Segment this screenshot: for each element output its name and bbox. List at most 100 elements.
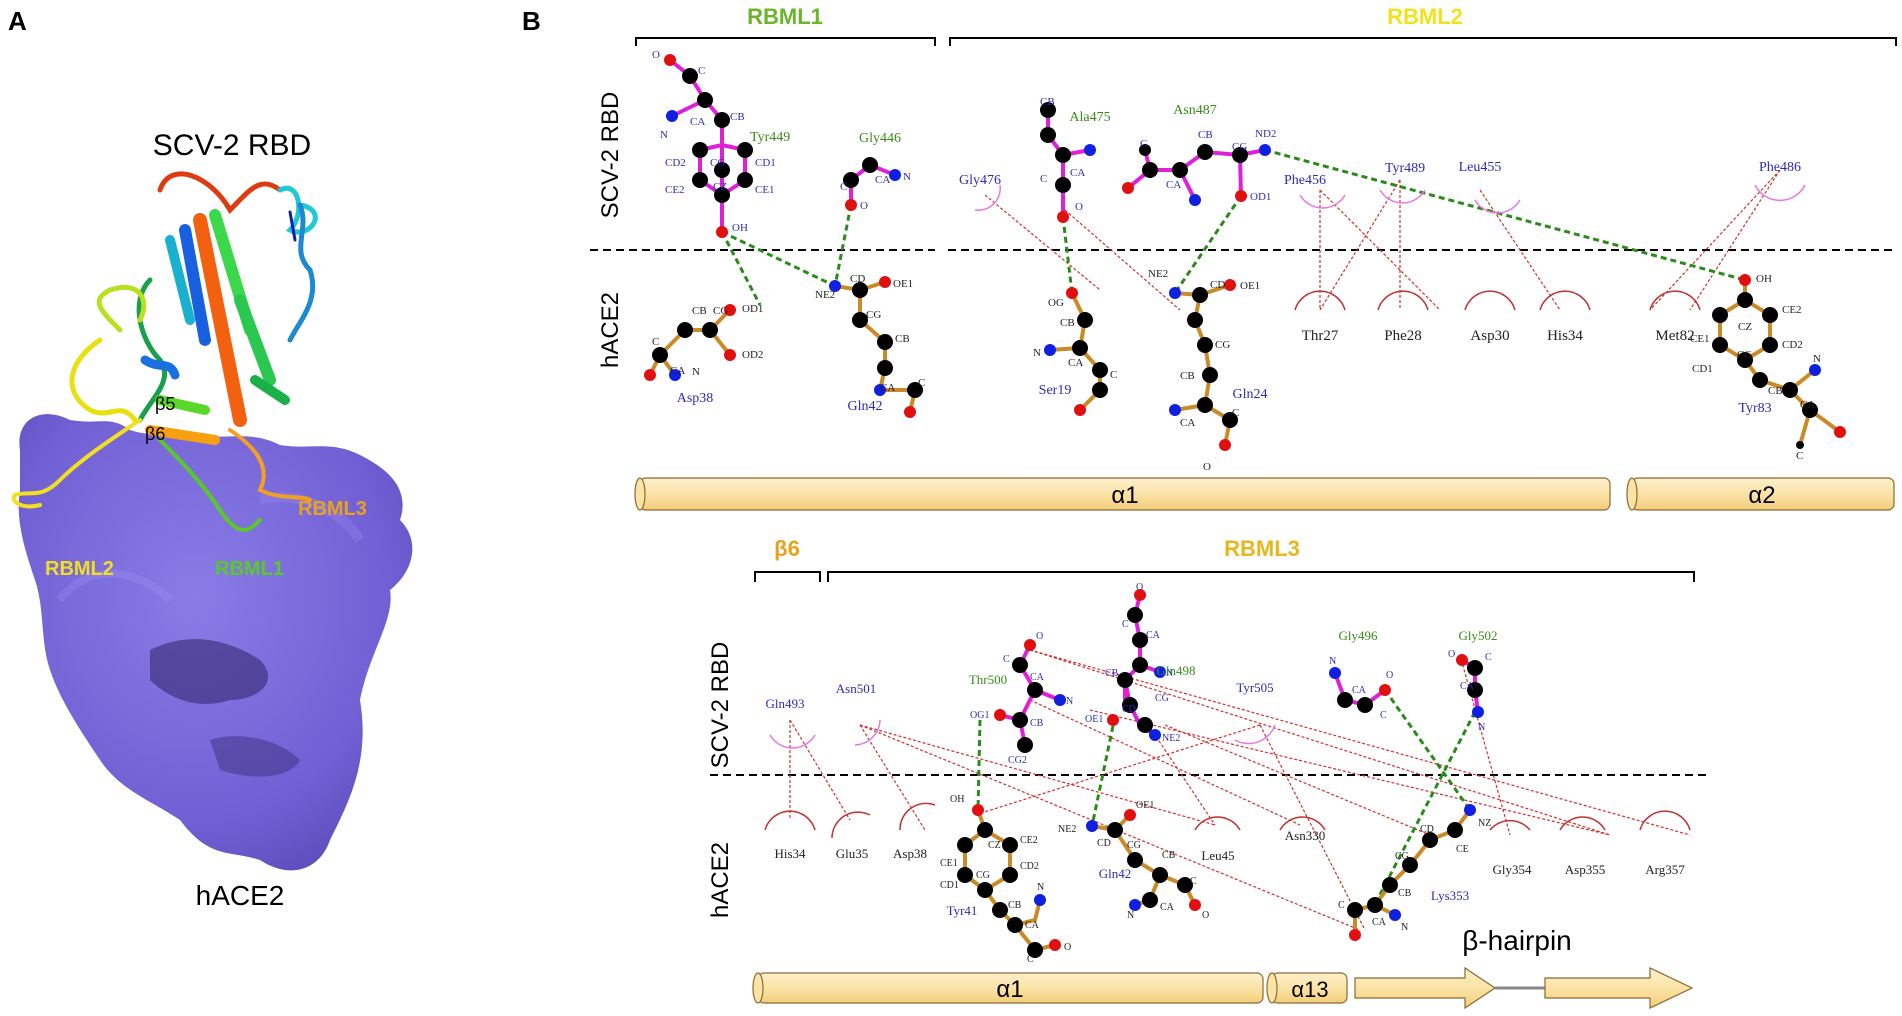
res-label-gly476: Gly476 xyxy=(959,173,1001,188)
residue-gly446: O C CA N Gly446 xyxy=(840,131,911,212)
svg-text:C: C xyxy=(1003,654,1010,665)
svg-text:C: C xyxy=(840,181,847,193)
svg-text:CE1: CE1 xyxy=(1690,333,1710,345)
svg-text:N: N xyxy=(1813,353,1821,365)
svg-text:CB: CB xyxy=(1008,900,1022,911)
svg-text:CA: CA xyxy=(1030,672,1045,683)
helix-a1-label-bottom: α1 xyxy=(996,976,1023,1003)
svg-text:CG: CG xyxy=(713,305,728,317)
svg-text:O: O xyxy=(652,49,660,61)
svg-text:C: C xyxy=(652,336,659,348)
ribbon-strand xyxy=(193,213,247,427)
svg-text:CB: CB xyxy=(1398,888,1412,899)
svg-text:CB: CB xyxy=(1180,370,1195,382)
residue-ser19: OG CB CA N C Ser19 xyxy=(1033,287,1117,416)
svg-text:N: N xyxy=(1033,347,1041,359)
residue-tyr449: O C CA N CB CG CD2 CD1 CE2 CE1 CZ OH Tyr… xyxy=(652,49,790,238)
res-label-tyr489: Tyr489 xyxy=(1385,161,1425,176)
res-label-thr27: Thr27 xyxy=(1302,328,1339,344)
svg-text:CB: CB xyxy=(1060,317,1075,329)
arc-gly476 xyxy=(974,184,1001,211)
svg-text:OH: OH xyxy=(732,222,748,234)
svg-text:N: N xyxy=(1401,922,1408,933)
svg-text:CE1: CE1 xyxy=(755,184,775,196)
ribbon-loop xyxy=(69,337,138,423)
svg-text:CA: CA xyxy=(1160,902,1175,913)
rbml3-title: RBML3 xyxy=(1224,536,1300,561)
residue-gln498: O C CA N CB CG CD OE1 NE2 Gln498 xyxy=(1085,582,1196,744)
res-label-tyr449: Tyr449 xyxy=(750,130,790,145)
svg-text:O: O xyxy=(1136,582,1143,593)
svg-text:CB: CB xyxy=(1105,668,1119,679)
hbond xyxy=(1264,148,1746,282)
rbd-label: SCV-2 RBD xyxy=(153,129,311,162)
svg-text:OE1: OE1 xyxy=(1240,280,1260,292)
svg-text:CG2: CG2 xyxy=(1008,755,1027,766)
svg-text:C: C xyxy=(1110,369,1117,381)
residue-gly496: N CA C O Gly496 xyxy=(1329,628,1393,721)
svg-text:CG: CG xyxy=(710,157,725,169)
svg-text:NE2: NE2 xyxy=(1058,824,1076,835)
svg-text:CD1: CD1 xyxy=(940,880,959,891)
svg-text:CE2: CE2 xyxy=(1020,835,1038,846)
surface-highlight xyxy=(56,569,173,603)
res-label-asp38: Asp38 xyxy=(677,391,714,406)
svg-text:C: C xyxy=(1232,407,1239,419)
ribbon-strand xyxy=(179,224,211,346)
svg-text:OG: OG xyxy=(1048,297,1064,309)
svg-text:OE1: OE1 xyxy=(1085,714,1103,725)
res-label-gln493: Gln493 xyxy=(766,696,805,711)
ace2-contact-arcs-top xyxy=(1294,290,1701,311)
hbonds-top xyxy=(720,148,1746,306)
res-label-ala475: Ala475 xyxy=(1069,110,1110,125)
res-label-leu455: Leu455 xyxy=(1459,160,1502,175)
svg-text:CA: CA xyxy=(1800,399,1815,411)
svg-text:CD: CD xyxy=(1420,824,1434,835)
res-label-met82: Met82 xyxy=(1655,328,1694,344)
res-label-gly354: Gly354 xyxy=(1493,862,1533,877)
svg-text:CD: CD xyxy=(1210,279,1225,291)
helix-a13-label: α13 xyxy=(1291,977,1328,1002)
panel-b-letter: B xyxy=(522,6,541,36)
svg-text:N: N xyxy=(692,366,700,378)
svg-text:CZ: CZ xyxy=(713,181,727,193)
svg-text:C: C xyxy=(1140,138,1147,150)
panel-b: B RBML1 RBML2 SCV-2 RBD hACE2 xyxy=(522,4,1897,1010)
svg-text:CA: CA xyxy=(1025,920,1040,931)
svg-text:ND2: ND2 xyxy=(1255,128,1276,140)
svg-text:N: N xyxy=(903,171,911,183)
res-label-phe28: Phe28 xyxy=(1384,328,1422,344)
res-label-asn501: Asn501 xyxy=(836,681,876,696)
residue-asp38: C CA N CB CG OD1 OD2 Asp38 xyxy=(644,303,763,406)
res-label-gln42-bottom: Gln42 xyxy=(1099,866,1132,881)
svg-text:C: C xyxy=(1485,652,1492,663)
contact-line xyxy=(1479,189,1561,311)
res-label-gly446: Gly446 xyxy=(859,131,901,146)
svg-text:OD2: OD2 xyxy=(742,349,763,361)
svg-text:CD2: CD2 xyxy=(1782,339,1803,351)
svg-text:CZ: CZ xyxy=(1738,321,1752,333)
res-label-phe486: Phe486 xyxy=(1759,160,1801,175)
hairpin-label: β-hairpin xyxy=(1462,925,1571,956)
rbml1-label-a: RBML1 xyxy=(215,558,284,580)
res-label-asn487: Asn487 xyxy=(1173,103,1217,118)
panel-a-letter: A xyxy=(8,6,27,36)
arc-phe456 xyxy=(1299,194,1346,209)
ace2-surface xyxy=(18,414,413,871)
rbd-ribbon xyxy=(11,171,318,532)
residue-gln42-bottom: NE2 CD OE1 CG CB CA N C O Gln42 xyxy=(1058,800,1209,921)
region-brackets-top xyxy=(635,37,1897,46)
hairpin-strand-2 xyxy=(1544,967,1694,1009)
res-label-his34-bottom: His34 xyxy=(774,846,806,861)
svg-text:CB: CB xyxy=(1040,96,1055,108)
svg-text:O: O xyxy=(1064,942,1071,953)
strand-b5-label: β5 xyxy=(155,394,175,414)
res-label-gln24: Gln24 xyxy=(1233,387,1268,402)
strand-b6-label: β6 xyxy=(145,424,165,444)
residue-gln24: NE2 CD OE1 CG CB CA C O Gln24 xyxy=(1148,268,1268,473)
svg-text:CA: CA xyxy=(1460,681,1475,692)
arc-phe486 xyxy=(1754,184,1806,202)
ribbon-strand-b6 xyxy=(145,425,220,445)
svg-text:N: N xyxy=(1329,656,1336,667)
svg-text:O: O xyxy=(1203,461,1211,473)
